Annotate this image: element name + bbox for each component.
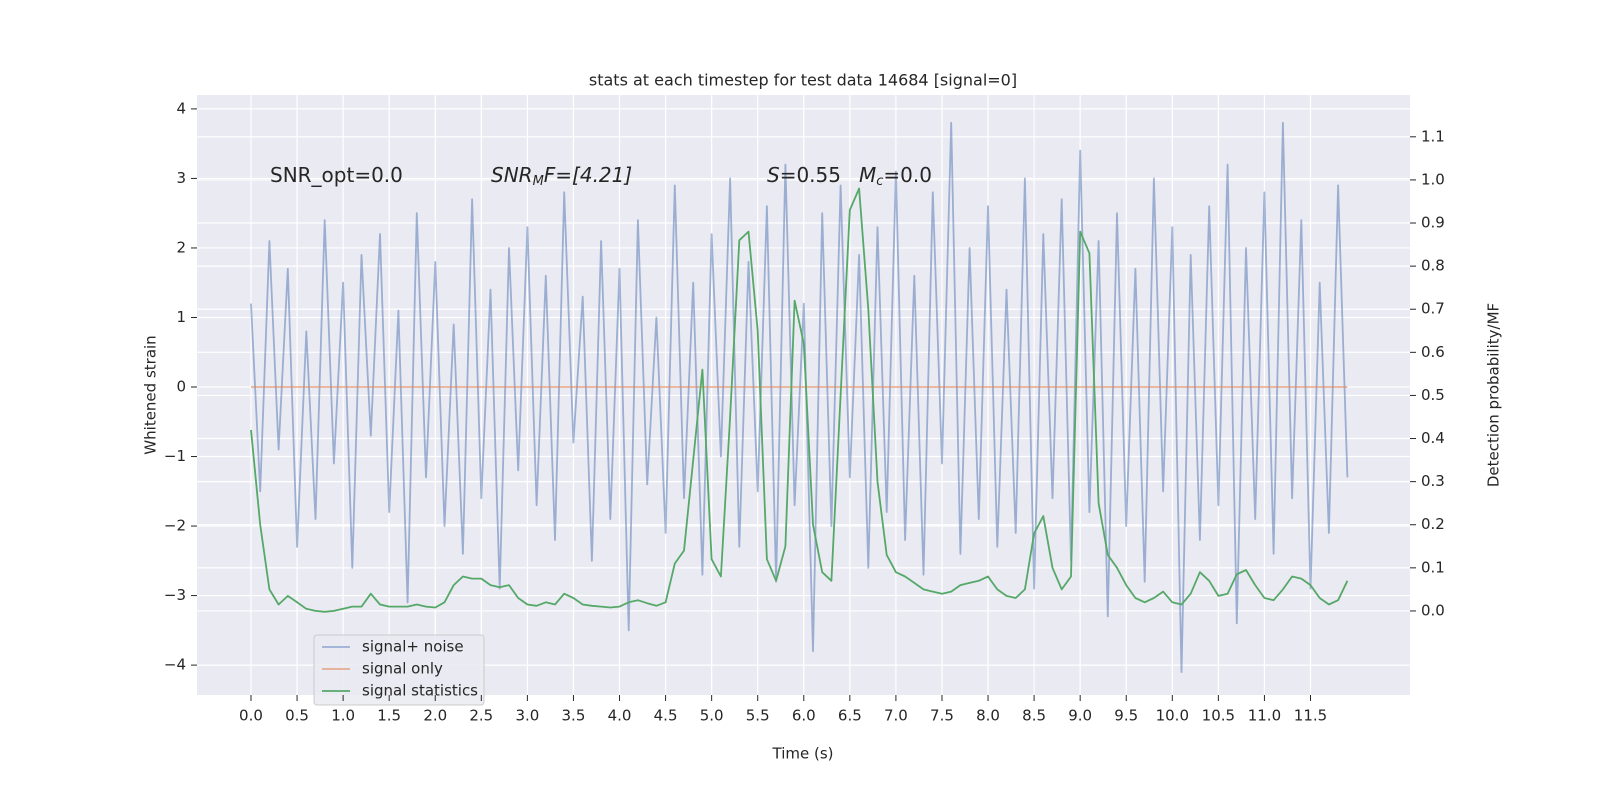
x-tick-label: 7.5 (930, 707, 954, 725)
marks (250, 121, 1349, 673)
x-tick-label: 6.5 (838, 707, 862, 725)
x-tick-label: 10.0 (1156, 707, 1189, 725)
x-tick-label: 1.0 (331, 707, 355, 725)
y2-tick-label: 0.9 (1421, 214, 1445, 232)
annotation: S=0.55 (767, 163, 841, 187)
y2-tick-label: 0.6 (1421, 343, 1445, 361)
x-tick-label: 7.0 (884, 707, 908, 725)
annotation: SNR_opt=0.0 (270, 163, 403, 187)
y2-tick-label: 0.0 (1421, 601, 1445, 619)
legend-label: signal+ noise (362, 638, 464, 656)
y-tick-label: 2 (176, 238, 186, 256)
x-tick-label: 8.0 (976, 707, 1000, 725)
y-tick-label: −2 (164, 517, 186, 535)
y2-tick-label: 0.8 (1421, 257, 1445, 275)
annotation-text: SNR (491, 163, 533, 187)
y-tick-label: 1 (176, 308, 186, 326)
x-tick-label: 0.5 (285, 707, 309, 725)
x-tick-label: 3.5 (562, 707, 586, 725)
y-tick-label: −3 (164, 586, 186, 604)
annotation-text: c (876, 174, 883, 189)
annotation-text: =0.55 (780, 163, 841, 187)
y2-tick-label: 0.7 (1421, 300, 1445, 318)
y-tick-label: 4 (176, 99, 186, 117)
x-tick-label: 3.0 (515, 707, 539, 725)
x-tick-label: 4.0 (608, 707, 632, 725)
annotation: SNRMF=[4.21] (491, 163, 632, 189)
y-axis-label: Whitened strain (142, 335, 160, 454)
x-tick-label: 9.5 (1114, 707, 1138, 725)
chart-title: stats at each timestep for test data 146… (589, 71, 1017, 90)
x-tick-label: 5.0 (700, 707, 724, 725)
annotation-text: SNR_opt=0.0 (270, 163, 403, 187)
x-tick-label: 8.5 (1022, 707, 1046, 725)
y2-tick-label: 0.5 (1421, 386, 1445, 404)
legend-label: signal only (362, 660, 443, 678)
x-tick-label: 5.5 (746, 707, 770, 725)
legend: signal+ noise signal only signal statistic… (313, 634, 485, 706)
annotation-text: F=[4.21] (544, 163, 632, 187)
y-tick-label: 3 (176, 169, 186, 187)
annotation-text: M (533, 174, 544, 189)
x-tick-label: 1.5 (377, 707, 401, 725)
x-tick-label: 10.5 (1202, 707, 1235, 725)
x-tick-label: 11.0 (1248, 707, 1281, 725)
legend-box (313, 634, 485, 706)
annotation-text: S (767, 163, 780, 187)
annotation-text: =0.0 (883, 163, 932, 187)
y2-tick-label: 0.2 (1421, 515, 1445, 533)
y2-tick-label: 1.1 (1421, 127, 1445, 145)
y2-tick-label: 0.1 (1421, 558, 1445, 576)
series-line (250, 121, 1349, 673)
y2-axis-label: Detection probability/MF (1485, 303, 1503, 487)
y-tick-label: 0 (176, 378, 186, 396)
x-tick-label: 11.5 (1294, 707, 1327, 725)
y2-tick-label: 0.3 (1421, 472, 1445, 490)
legend-label: signal statistics (362, 682, 478, 700)
x-tick-label: 4.5 (654, 707, 678, 725)
x-tick-label: 9.0 (1068, 707, 1092, 725)
y-tick-label: −4 (164, 656, 186, 674)
x-tick-label: 2.5 (469, 707, 493, 725)
x-axis-label: Time (s) (772, 745, 834, 763)
series-line (250, 187, 1349, 613)
x-tick-label: 0.0 (239, 707, 263, 725)
y-tick-label: −1 (164, 447, 186, 465)
annotation-text: M (859, 163, 876, 187)
y2-tick-label: 1.0 (1421, 170, 1445, 188)
x-tick-label: 2.0 (423, 707, 447, 725)
annotation: Mc=0.0 (859, 163, 932, 189)
x-tick-label: 6.0 (792, 707, 816, 725)
y2-tick-label: 0.4 (1421, 429, 1445, 447)
